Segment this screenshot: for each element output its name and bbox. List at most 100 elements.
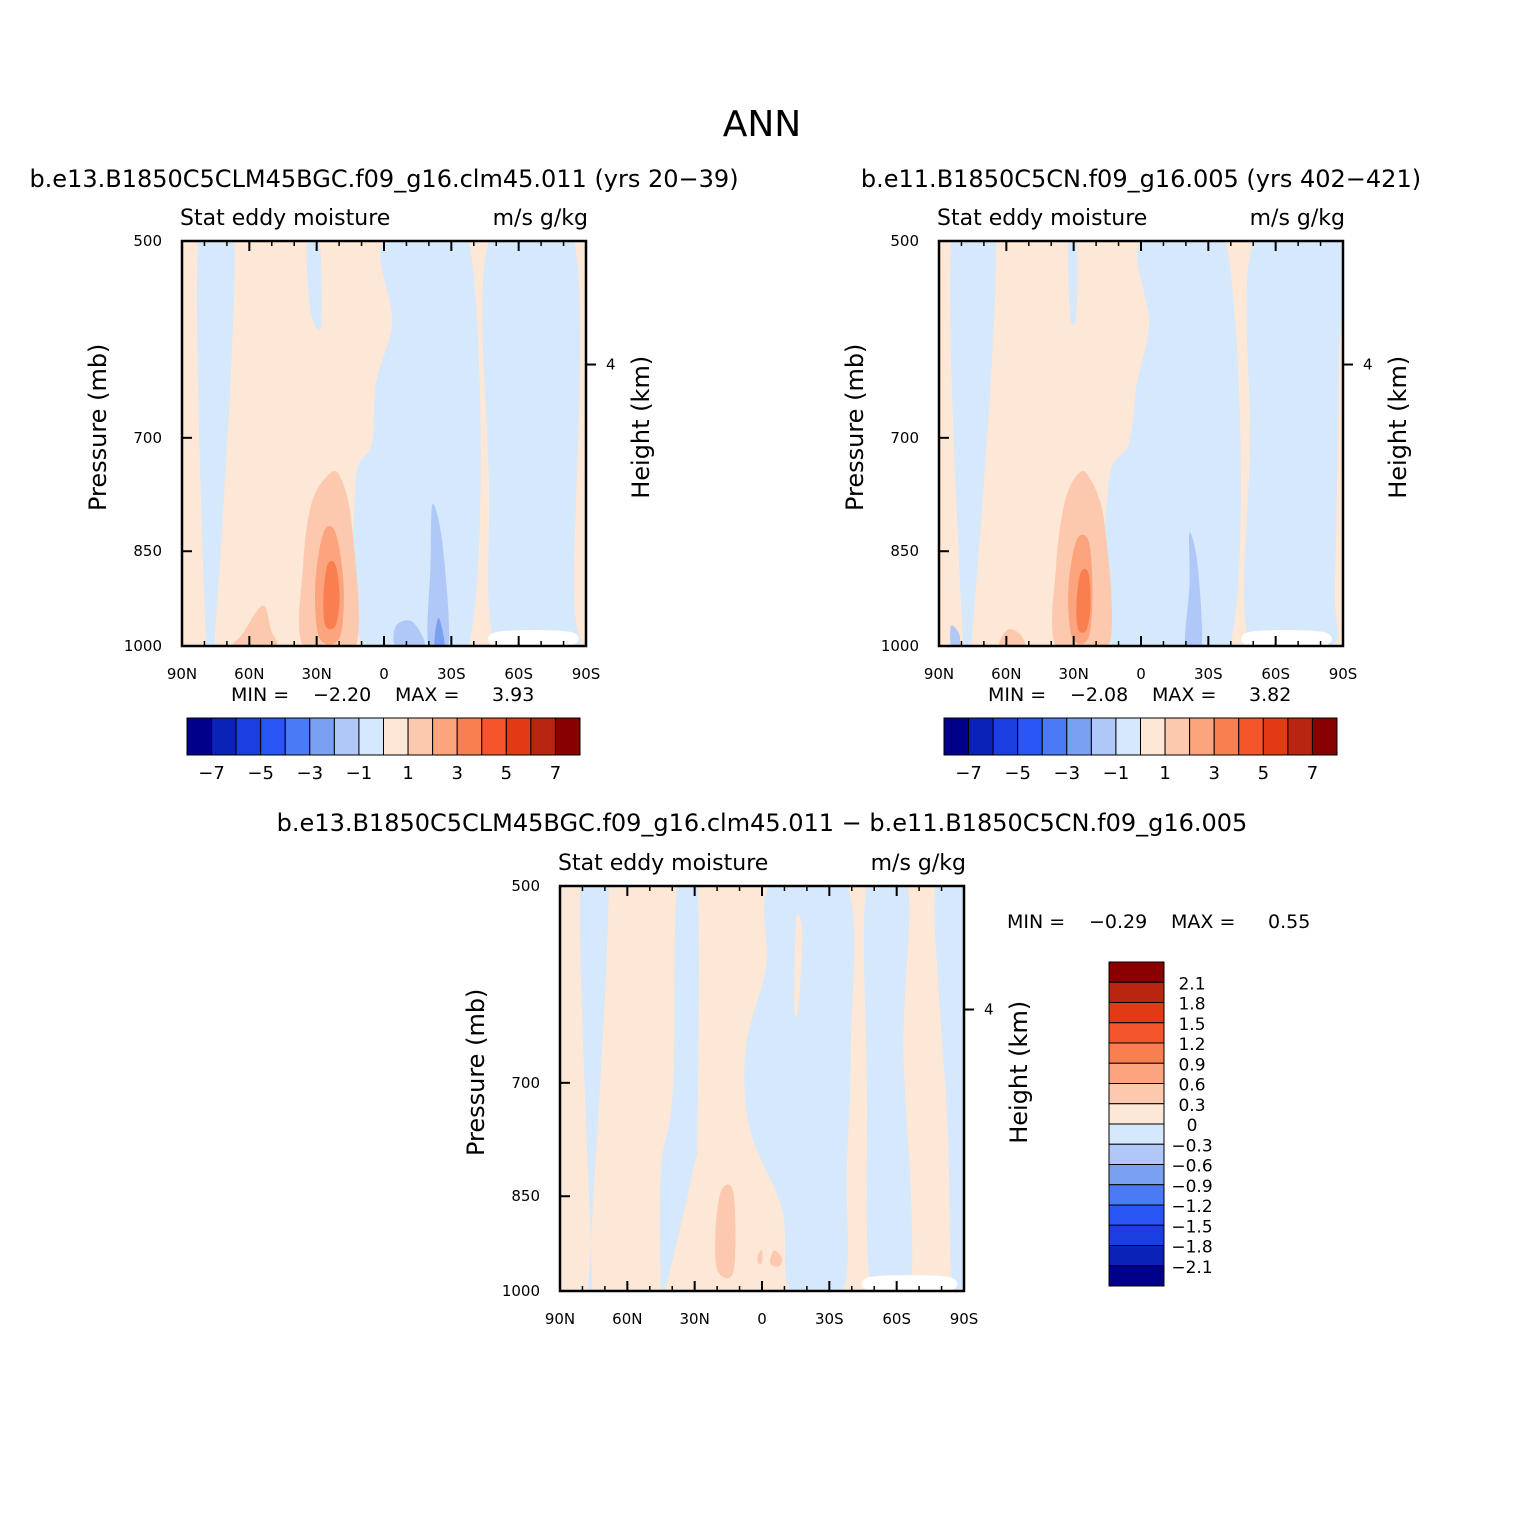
panel-case1: b.e13.B1850C5CLM45BGC.f09_g16.clm45.011 …: [29, 165, 738, 784]
colorbar-swatch: [235, 717, 262, 756]
colorbar-swatch: [505, 717, 532, 756]
panel-left-label: Stat eddy moisture: [937, 206, 1147, 231]
contour-region: [861, 1275, 958, 1291]
y-tick-label: 1000: [124, 637, 162, 655]
colorbar-swatch: [1287, 717, 1313, 756]
colorbar-label: 5: [1258, 763, 1269, 784]
colorbar-label: −1: [346, 763, 373, 784]
panel-right-label: m/s g/kg: [871, 851, 966, 876]
contour-region: [323, 560, 340, 630]
contour-region: [196, 241, 235, 646]
x-tick-label: 30N: [302, 665, 332, 683]
x-tick-label: 30N: [680, 1310, 710, 1328]
colorbar-swatch: [1108, 1204, 1165, 1226]
x-tick-label: 30S: [437, 665, 466, 683]
colorbar-swatch: [1311, 717, 1338, 756]
max-label: MAX =: [1171, 911, 1235, 933]
panel-case-title: b.e13.B1850C5CLM45BGC.f09_g16.clm45.011 …: [29, 165, 738, 193]
x-tick-label: 60N: [991, 665, 1021, 683]
colorbar-swatch: [1164, 717, 1191, 756]
x-tick-label: 0: [379, 665, 389, 683]
colorbar-swatch: [456, 717, 483, 756]
colorbar-swatch: [1108, 1123, 1165, 1145]
colorbar-label: −3: [1054, 763, 1081, 784]
x-tick-label: 90N: [167, 665, 197, 683]
x-tick-label: 90S: [572, 665, 601, 683]
colorbar-label: −0.9: [1171, 1177, 1212, 1197]
contour-region: [715, 1184, 736, 1279]
contour-region: [352, 241, 481, 646]
colorbar-swatch: [943, 717, 970, 756]
y-tick-label: 500: [890, 232, 919, 250]
x-tick-label: 30N: [1059, 665, 1089, 683]
colorbar-label: −1.5: [1171, 1217, 1212, 1237]
contour-region: [1243, 241, 1343, 646]
colorbar-label: 5: [501, 763, 512, 784]
colorbar-label: 1: [1159, 763, 1170, 784]
y-tick-label: 700: [511, 1074, 540, 1092]
min-value: −0.29: [1089, 911, 1147, 933]
contour-region: [232, 605, 278, 646]
colorbar-swatch: [968, 717, 994, 756]
y-axis-title: Pressure (mb): [462, 989, 490, 1156]
panel-difference: b.e13.B1850C5CLM45BGC.f09_g16.clm45.011 …: [277, 809, 1311, 1328]
min-label: MIN =: [988, 684, 1046, 706]
colorbar-label: −1.8: [1171, 1238, 1212, 1258]
colorbar-swatch: [260, 717, 286, 756]
colorbar-swatch: [358, 717, 384, 756]
min-value: −2.20: [313, 684, 371, 706]
page-title: ANN: [723, 104, 802, 145]
contour-region: [863, 886, 913, 1291]
contour-region: [769, 1250, 783, 1267]
colorbar-swatch: [1238, 717, 1264, 756]
y-tick-label: 850: [511, 1187, 540, 1205]
colorbar-label: 0.6: [1178, 1076, 1205, 1096]
min-label: MIN =: [1007, 911, 1065, 933]
y-right-axis-title: Height (km): [1005, 1001, 1033, 1144]
colorbar-swatch: [1090, 717, 1117, 756]
colorbar-label: −0.6: [1171, 1157, 1212, 1177]
colorbar-swatch: [1108, 1002, 1165, 1024]
colorbar-swatch: [383, 717, 409, 756]
colorbar-swatch: [211, 717, 237, 756]
colorbar-label: −7: [955, 763, 982, 784]
colorbar-swatch: [432, 717, 458, 756]
x-tick-label: 0: [757, 1310, 767, 1328]
panel-case2: b.e11.B1850C5CN.f09_g16.005 (yrs 402−421…: [841, 165, 1421, 784]
colorbar-swatch: [1108, 1042, 1165, 1064]
colorbar-label: 1: [402, 763, 413, 784]
contour-fill-group: [196, 241, 582, 646]
colorbar-swatch: [407, 717, 434, 756]
contour-region: [1241, 630, 1332, 646]
x-tick-label: 30S: [815, 1310, 844, 1328]
colorbar-swatch: [1262, 717, 1289, 756]
x-tick-label: 60S: [1261, 665, 1290, 683]
colorbar-label: −5: [1004, 763, 1031, 784]
y-tick-label: 500: [133, 232, 162, 250]
y-right-tick-label: 4: [1363, 356, 1373, 374]
contour-region: [434, 617, 445, 646]
y-tick-label: 500: [511, 877, 540, 895]
colorbar-swatch: [1140, 717, 1166, 756]
contour-region: [794, 913, 803, 1018]
colorbar-label: 3: [451, 763, 462, 784]
colorbar-swatch: [1108, 1164, 1165, 1186]
colorbar-swatch: [309, 717, 335, 756]
colorbar-label: 0.9: [1178, 1055, 1205, 1075]
colorbar-label: −5: [247, 763, 274, 784]
y-tick-label: 700: [890, 429, 919, 447]
contour-region: [482, 241, 582, 646]
colorbar-swatch: [1108, 1062, 1165, 1084]
panel-right-label: m/s g/kg: [1250, 206, 1345, 231]
colorbar-swatch: [1213, 717, 1240, 756]
min-value: −2.08: [1070, 684, 1128, 706]
colorbar-swatch: [1108, 1022, 1165, 1044]
colorbar-swatch: [554, 717, 581, 756]
colorbar-label: 2.1: [1178, 974, 1205, 994]
colorbar-label: −3: [297, 763, 324, 784]
x-tick-label: 90S: [1329, 665, 1358, 683]
colorbar-swatch: [1108, 961, 1165, 983]
y-right-axis-title: Height (km): [627, 356, 655, 499]
colorbar-label: 0: [1187, 1116, 1198, 1136]
